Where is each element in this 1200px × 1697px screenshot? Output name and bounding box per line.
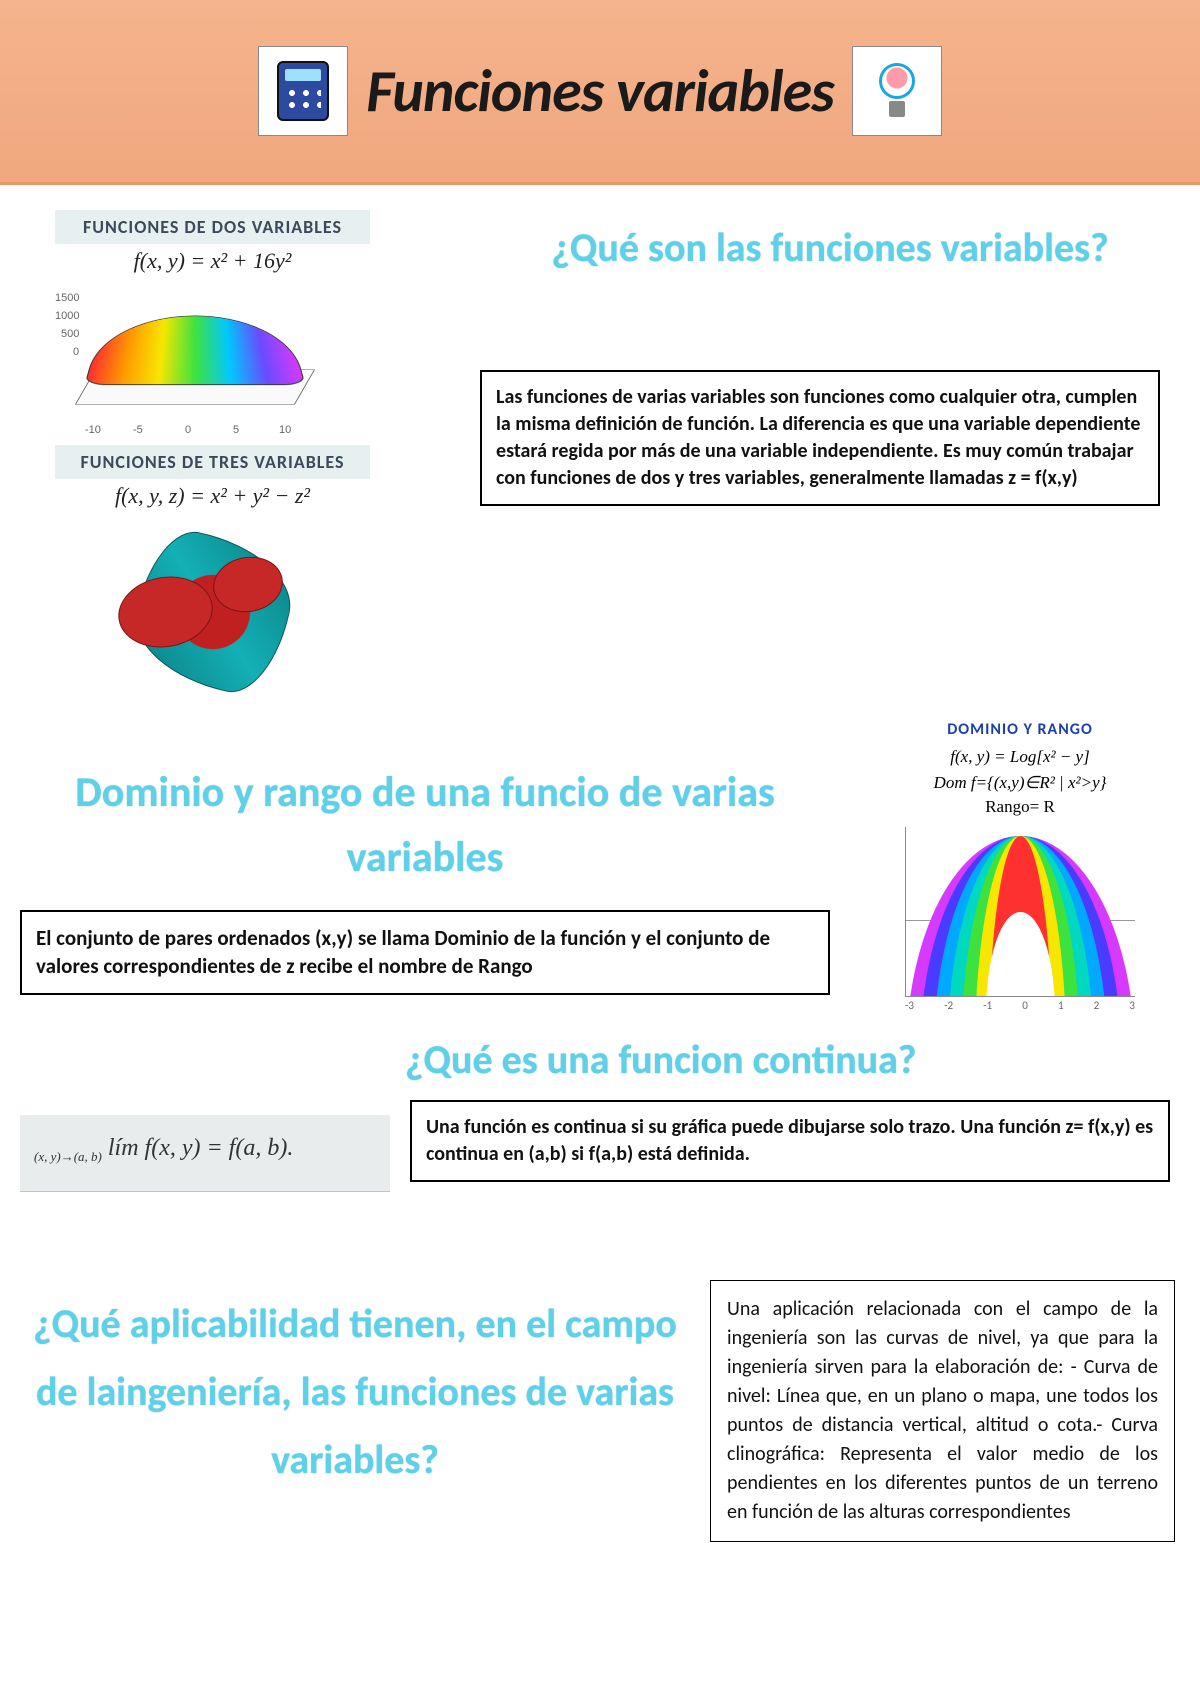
- page-header: Funciones variables: [0, 0, 1200, 185]
- q1-body: Las funciones de varias variables son fu…: [480, 370, 1160, 506]
- x-tick: 1: [1058, 999, 1064, 1012]
- continuous-heading: ¿Qué es una funcion continua?: [405, 1035, 1175, 1084]
- domain-range-f2: Dom f={(x,y)∈R² | x²>y}: [870, 773, 1170, 793]
- domain-body: El conjunto de pares ordenados (x,y) se …: [20, 910, 830, 995]
- domain-range-chart: [905, 827, 1135, 997]
- limit-main: lím f(x, y) = f(a, b).: [108, 1135, 293, 1161]
- applicability-heading: ¿Qué aplicabilidad tienen, en el campo d…: [20, 1290, 690, 1494]
- limit-formula-panel: (x, y)→(a, b) lím f(x, y) = f(a, b).: [20, 1115, 390, 1192]
- continuous-body: Una función es continua si su gráfica pu…: [410, 1100, 1170, 1182]
- domain-range-title: DOMINIO Y RANGO: [870, 720, 1170, 739]
- two-var-label: FUNCIONES DE DOS VARIABLES: [55, 210, 370, 244]
- x-tick: 3: [1129, 999, 1135, 1012]
- applicability-body: Una aplicación relacionada con el campo …: [710, 1280, 1175, 1542]
- hyperboloid-chart: [83, 517, 343, 707]
- x-tick: 0: [1022, 999, 1028, 1012]
- domain-heading: Dominio y rango de una funcio de varias …: [25, 760, 825, 890]
- three-var-formula: f(x, y, z) = x² + y² − z²: [55, 479, 370, 517]
- limit-sub: (x, y)→(a, b): [34, 1149, 102, 1164]
- domain-range-f1: f(x, y) = Log[x² − y]: [870, 747, 1170, 767]
- paraboloid-chart: 1500 1000 500 0 -10 -5 0 5 10: [55, 282, 335, 432]
- domain-range-panel: DOMINIO Y RANGO f(x, y) = Log[x² − y] Do…: [870, 720, 1170, 1012]
- x-tick: -2: [944, 999, 953, 1012]
- brain-lightbulb-icon: [852, 46, 942, 136]
- two-var-formula: f(x, y) = x² + 16y²: [55, 244, 370, 282]
- three-var-label: FUNCIONES DE TRES VARIABLES: [55, 445, 370, 479]
- x-tick: 2: [1094, 999, 1100, 1012]
- domain-range-f3: Rango= R: [870, 797, 1170, 817]
- calculator-character-icon: [258, 46, 348, 136]
- three-variable-panel: FUNCIONES DE TRES VARIABLES f(x, y, z) =…: [55, 445, 370, 707]
- page-title: Funciones variables: [366, 55, 834, 128]
- two-variable-panel: FUNCIONES DE DOS VARIABLES f(x, y) = x² …: [55, 210, 370, 432]
- x-tick: -1: [983, 999, 992, 1012]
- q1-heading: ¿Qué son las funciones variables?: [500, 218, 1160, 278]
- x-tick: -3: [905, 999, 914, 1012]
